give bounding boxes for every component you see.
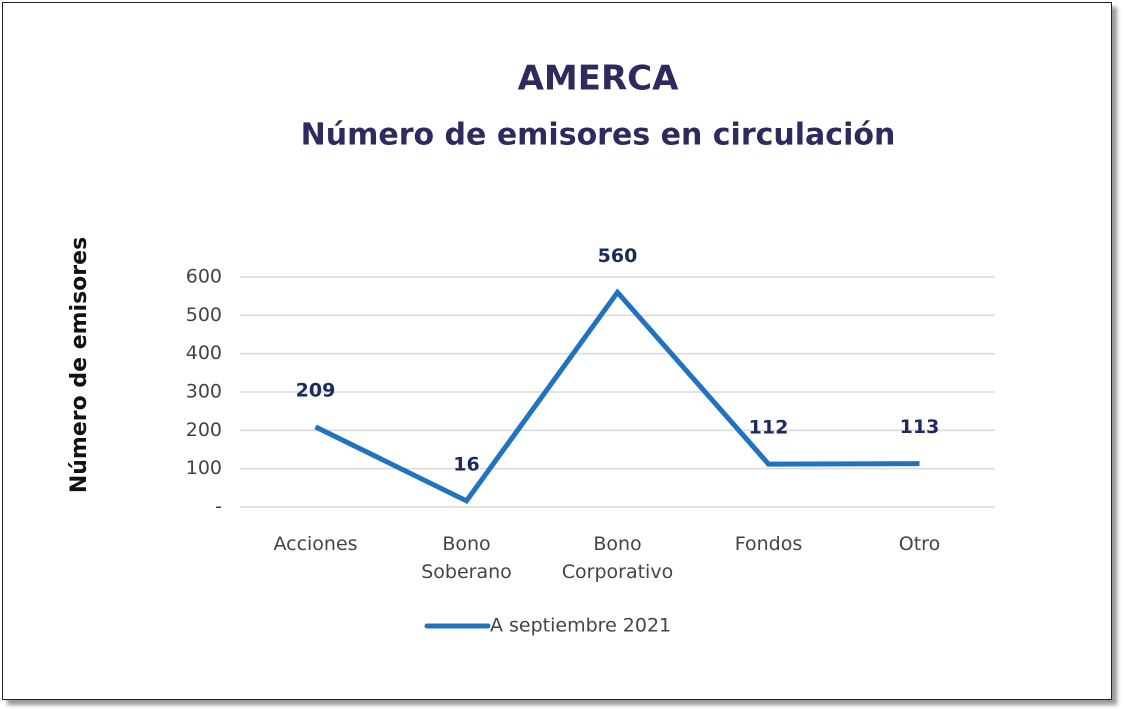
data-label: 209	[296, 379, 336, 401]
y-tick-label: 400	[186, 342, 222, 364]
legend-label: A septiembre 2021	[490, 615, 671, 637]
x-tick-label: Bono Soberano	[421, 533, 512, 583]
data-label: 113	[900, 416, 940, 438]
y-tick-label: 600	[186, 266, 222, 288]
chart-subtitle: Número de emisores en circulación	[301, 118, 896, 153]
data-line	[314, 288, 920, 505]
y-tick-label: -	[215, 496, 222, 518]
x-tick-label: Acciones	[273, 533, 358, 555]
y-tick-label: 200	[186, 419, 222, 441]
y-tick-label: 300	[186, 381, 222, 403]
x-tick-label: Otro	[898, 533, 941, 555]
data-label: 112	[749, 417, 789, 439]
x-tick-label: Fondos	[734, 533, 803, 555]
data-label: 16	[453, 453, 479, 475]
chart-frame	[2, 2, 1112, 700]
chart-title: AMERCA	[518, 59, 680, 99]
y-tick-label: 100	[186, 457, 222, 479]
y-axis-label: Número de emisores	[67, 237, 92, 493]
x-tick-label: Bono Corporativo	[561, 533, 674, 583]
y-tick-label: 500	[186, 304, 222, 326]
data-label: 560	[598, 245, 638, 267]
